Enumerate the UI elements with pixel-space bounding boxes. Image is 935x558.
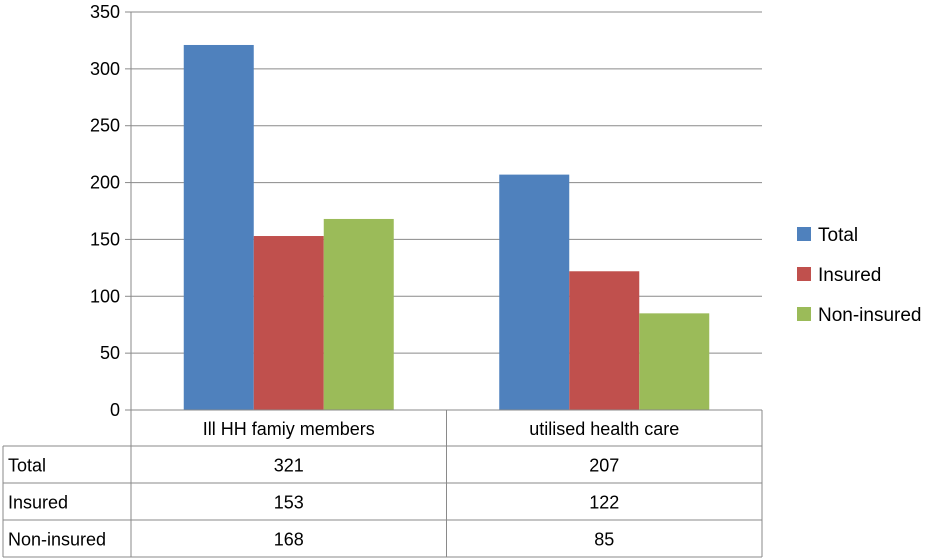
y-tick-label: 100 <box>90 286 120 306</box>
bar <box>569 271 640 410</box>
y-tick-label: 350 <box>90 2 120 22</box>
legend-swatch <box>797 307 811 321</box>
bar <box>639 313 710 410</box>
legend-swatch <box>797 227 811 241</box>
bar <box>323 218 394 410</box>
legend-label: Total <box>818 225 858 246</box>
table-value: 122 <box>589 493 619 513</box>
legend-label: Non-insured <box>818 305 922 326</box>
y-tick-label: 250 <box>90 116 120 136</box>
y-tick-label: 200 <box>90 173 120 193</box>
y-axis-ticks: 0 50 100 150 200 250 300 350 <box>90 2 120 420</box>
table-value: 85 <box>594 530 614 550</box>
x-category-label: utilised health care <box>529 419 679 439</box>
bar <box>499 174 570 410</box>
table-value: 168 <box>274 530 304 550</box>
bar <box>183 44 254 410</box>
data-table: Ill HH famiy members utilised health care… <box>2 410 763 558</box>
x-category-label: Ill HH famiy members <box>203 419 375 439</box>
legend-label: Insured <box>818 265 881 286</box>
bar <box>253 236 324 410</box>
bars <box>183 44 710 410</box>
y-tick-label: 50 <box>100 343 120 363</box>
y-tick-label: 0 <box>110 400 120 420</box>
y-tick-label: 150 <box>90 229 120 249</box>
legend: Total Insured Non-insured <box>797 225 922 326</box>
table-row-label: Non-insured <box>8 530 106 550</box>
table-row-label: Total <box>8 456 46 476</box>
table-value: 153 <box>274 493 304 513</box>
table-row-label: Insured <box>8 493 68 513</box>
table-value: 207 <box>589 456 619 476</box>
legend-swatch <box>797 267 811 281</box>
y-tick-label: 300 <box>90 59 120 79</box>
table-value: 321 <box>274 456 304 476</box>
